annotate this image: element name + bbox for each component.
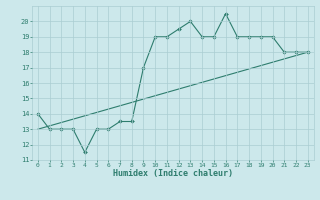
X-axis label: Humidex (Indice chaleur): Humidex (Indice chaleur) bbox=[113, 169, 233, 178]
